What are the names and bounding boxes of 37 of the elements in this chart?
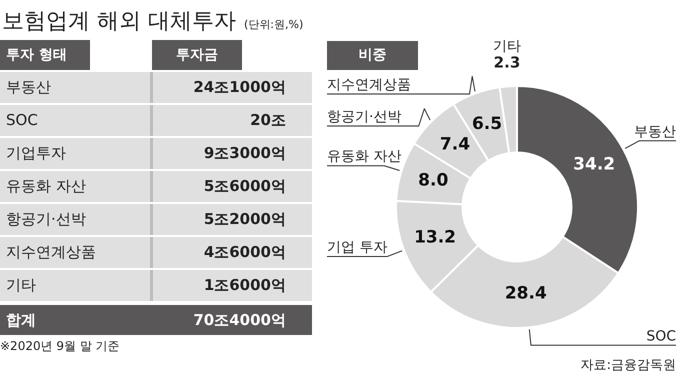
slice-label: 기업 투자	[327, 240, 388, 256]
category-label: 부동산	[6, 77, 51, 98]
text: 70조4000억	[193, 311, 286, 329]
data-label: 6.5	[472, 114, 502, 134]
text: 20조	[250, 111, 286, 129]
text: 5조2000억	[204, 210, 286, 228]
category-label: SOC	[6, 110, 38, 131]
data-label: 7.4	[440, 134, 470, 154]
text: 1조6000억	[204, 276, 286, 294]
text: 24조1000억	[193, 78, 286, 96]
slice-label: 기타	[492, 38, 521, 54]
slice-label: 항공기·선박	[327, 109, 402, 125]
data-label: 34.2	[573, 154, 616, 175]
text: 4조6000억	[204, 243, 286, 261]
text: (단위:원,%)	[244, 18, 304, 31]
slice-label: SOC	[646, 328, 676, 344]
category-label: 항공기·선박	[6, 209, 86, 230]
category-label: 기업투자	[6, 143, 66, 164]
text: 투자금	[152, 40, 242, 70]
text: 9조3000억	[204, 144, 286, 162]
text: ※2020년 9월 말 기준	[0, 338, 120, 355]
text: 5조6000억	[204, 177, 286, 195]
category-label: 유동화 자산	[6, 176, 86, 197]
category-label: 합계	[6, 310, 36, 331]
category-label: 기타	[6, 275, 36, 296]
slice-label: 유동화 자산	[327, 148, 402, 165]
slice-label: 지수연계상품	[327, 77, 411, 93]
data-label: 8.0	[418, 170, 448, 190]
text: 자료:금융감독원	[580, 358, 676, 373]
data-label: 2.3	[494, 53, 520, 72]
text: 투자 형태	[0, 40, 90, 70]
slice-label: 부동산	[634, 124, 676, 140]
category-label: 지수연계상품	[6, 242, 96, 263]
data-label: 28.4	[504, 284, 547, 304]
text: 보험업계 해외 대체투자	[2, 9, 236, 34]
text: 비중	[327, 41, 418, 70]
data-label: 13.2	[414, 228, 456, 248]
